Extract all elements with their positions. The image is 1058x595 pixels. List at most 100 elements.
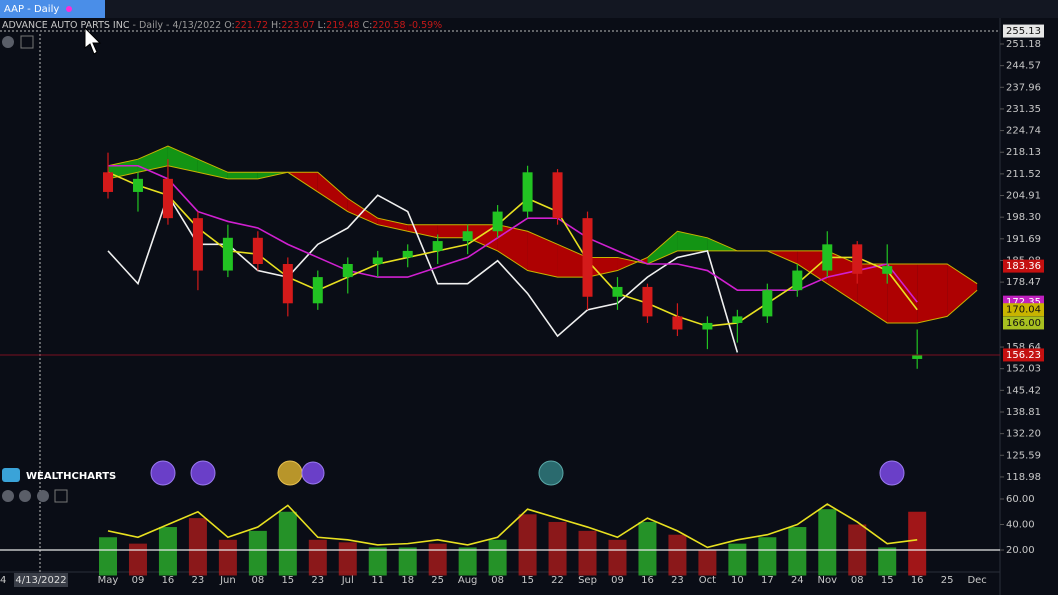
event-icon[interactable] bbox=[150, 460, 176, 486]
x-tick-label: 08 bbox=[251, 575, 264, 586]
candle-body bbox=[432, 241, 443, 251]
x-tick-label: 25 bbox=[431, 575, 444, 586]
cloud-segment bbox=[827, 250, 858, 304]
cloud-segment bbox=[227, 172, 258, 179]
top-bar bbox=[0, 0, 1058, 18]
x-tick-label: Jun bbox=[219, 575, 236, 586]
candle-body bbox=[612, 286, 623, 297]
y-tick-label: 118.98 bbox=[1006, 472, 1041, 483]
osc-bar bbox=[908, 511, 927, 576]
y-tick-label: 125.59 bbox=[1006, 450, 1041, 461]
y-tick-label: 251.18 bbox=[1006, 39, 1041, 50]
price-badge-label: 166.00 bbox=[1006, 318, 1041, 329]
osc-bar bbox=[668, 534, 687, 576]
event-icons bbox=[150, 460, 905, 486]
cloud-segment bbox=[857, 263, 888, 323]
x-tick-label: 15 bbox=[881, 575, 894, 586]
osc-tick-label: 40.00 bbox=[1006, 520, 1035, 531]
add-button[interactable] bbox=[20, 35, 34, 49]
y-tick-label: 178.47 bbox=[1006, 277, 1041, 288]
candle-body bbox=[492, 211, 503, 232]
x-tick-label: Sep bbox=[578, 575, 597, 586]
candle-body bbox=[582, 218, 593, 297]
x-tick-label: 15 bbox=[281, 575, 294, 586]
osc-bar bbox=[578, 530, 597, 576]
cloud-segment bbox=[557, 244, 588, 278]
event-icon[interactable] bbox=[277, 460, 303, 486]
candle-body bbox=[222, 237, 233, 271]
candle-body bbox=[282, 263, 293, 304]
candle-body bbox=[672, 316, 683, 330]
x-tick-label: 4 bbox=[0, 575, 6, 586]
settings-button[interactable] bbox=[2, 36, 14, 48]
cloud-segment bbox=[377, 218, 408, 232]
osc-bar bbox=[818, 509, 837, 576]
x-tick-label: 15 bbox=[521, 575, 534, 586]
y-tick-label: 231.35 bbox=[1006, 104, 1041, 115]
osc-bar bbox=[518, 514, 537, 576]
y-tick-label: 158.64 bbox=[1006, 342, 1041, 353]
tab-dot bbox=[66, 6, 72, 12]
x-tick-label: 09 bbox=[132, 575, 145, 586]
crosshair-date-box bbox=[14, 573, 68, 587]
candle-body bbox=[132, 178, 143, 192]
tab-label[interactable]: AAP - Daily bbox=[4, 4, 59, 15]
osc-bar bbox=[278, 511, 297, 576]
x-tick-label: 09 bbox=[611, 575, 624, 586]
x-tick-label: 24 bbox=[791, 575, 804, 586]
change: -0.59% bbox=[409, 20, 443, 31]
event-icon[interactable] bbox=[879, 460, 905, 486]
y-tick-label: 132.20 bbox=[1006, 429, 1041, 440]
x-tick-label: 23 bbox=[671, 575, 684, 586]
x-tick-label: Aug bbox=[458, 575, 478, 586]
symbol-tab[interactable] bbox=[0, 0, 105, 18]
x-tick-label: 11 bbox=[371, 575, 384, 586]
y-tick-label: 191.69 bbox=[1006, 234, 1041, 245]
x-tick-label: 16 bbox=[641, 575, 654, 586]
candle-body bbox=[762, 290, 773, 317]
osc-bar bbox=[878, 547, 897, 576]
cloud-segment bbox=[917, 263, 948, 323]
osc-bar bbox=[788, 527, 807, 576]
ohlc-key: H: bbox=[271, 20, 281, 31]
cloud-segment bbox=[197, 159, 228, 179]
event-icon[interactable] bbox=[538, 460, 564, 486]
event-icon[interactable] bbox=[190, 460, 216, 486]
osc-bar bbox=[758, 537, 777, 576]
osc-bar bbox=[248, 530, 267, 576]
candle-body bbox=[552, 172, 563, 219]
x-tick-label: 23 bbox=[192, 575, 205, 586]
cloud-segment bbox=[167, 146, 198, 173]
cloud-segment bbox=[947, 263, 978, 317]
osc-settings[interactable] bbox=[2, 490, 14, 502]
y-tick-label: 204.91 bbox=[1006, 191, 1041, 202]
x-tick-label: Dec bbox=[967, 575, 986, 586]
indicator-line bbox=[108, 164, 918, 303]
event-icon[interactable] bbox=[301, 461, 325, 485]
osc-bar bbox=[218, 539, 237, 576]
cloud-segment bbox=[647, 231, 678, 264]
candle-body bbox=[192, 218, 203, 271]
x-tick-label: 25 bbox=[941, 575, 954, 586]
osc-add[interactable] bbox=[54, 489, 68, 503]
osc-up[interactable] bbox=[37, 490, 49, 502]
osc-bar bbox=[158, 527, 177, 576]
x-tick-label: 23 bbox=[311, 575, 324, 586]
ohlc-key: O: bbox=[224, 20, 235, 31]
y-tick-label: 218.13 bbox=[1006, 147, 1041, 158]
price-badge-label: 170.04 bbox=[1006, 305, 1041, 316]
y-tick-label: 244.57 bbox=[1006, 61, 1041, 72]
osc-bar bbox=[728, 543, 747, 576]
price-badge bbox=[1003, 259, 1044, 273]
osc-bar bbox=[638, 521, 657, 576]
y-tick-label: 211.52 bbox=[1006, 169, 1041, 180]
osc-line bbox=[107, 503, 918, 549]
x-tick-label: 22 bbox=[551, 575, 564, 586]
osc-down[interactable] bbox=[19, 490, 31, 502]
indicator-line bbox=[107, 171, 918, 328]
candle-body bbox=[312, 277, 323, 304]
x-tick-label: 16 bbox=[162, 575, 175, 586]
osc-bar bbox=[99, 537, 117, 576]
crosshair-date: 4/13/2022 bbox=[15, 575, 66, 586]
date: 4/13/2022 bbox=[172, 20, 221, 31]
